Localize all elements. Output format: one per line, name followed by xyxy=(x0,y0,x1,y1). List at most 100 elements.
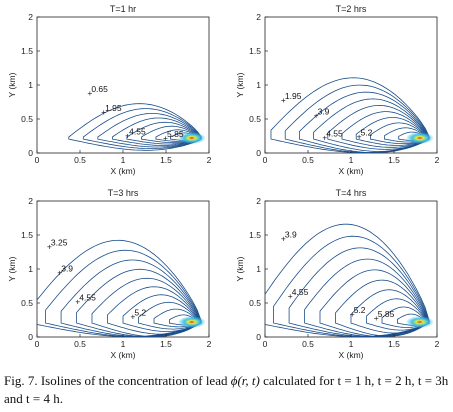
contour-label-marker: + xyxy=(57,267,62,277)
contour-label-marker: + xyxy=(374,313,379,323)
contour-label-marker: + xyxy=(314,111,319,121)
contour-label-marker: + xyxy=(125,130,130,140)
contour-label-marker: + xyxy=(87,88,92,98)
caption-symbol: ϕ(r, t) xyxy=(230,373,260,388)
contour-label-marker: + xyxy=(322,132,327,142)
y-tick-label: 0.5 xyxy=(249,298,261,308)
contour-label: 3.9 xyxy=(318,107,330,117)
contour-line xyxy=(327,104,428,150)
contour-label-marker: + xyxy=(357,132,362,142)
y-tick-label: 1 xyxy=(28,80,33,90)
contour-label: 1.95 xyxy=(105,103,122,113)
contour-line xyxy=(273,235,430,337)
contour-line xyxy=(82,108,201,149)
panel-title: T=3 hrs xyxy=(108,188,139,198)
source-hotspot xyxy=(177,132,206,145)
y-tick-label: 0.5 xyxy=(21,114,33,124)
contour-label: 3.9 xyxy=(285,229,297,239)
contour-label: 3.9 xyxy=(61,263,73,273)
contour-label: 3.25 xyxy=(51,238,68,248)
contour-label-marker: + xyxy=(130,312,135,322)
x-tick-label: 1 xyxy=(121,155,126,165)
x-tick-label: 0 xyxy=(263,339,268,349)
contour-label-marker: + xyxy=(288,291,293,301)
x-tick-label: 1.5 xyxy=(160,155,172,165)
contour-line xyxy=(284,84,430,153)
contour-label: 4.55 xyxy=(292,287,309,297)
x-tick-label: 0.5 xyxy=(74,339,86,349)
source-hotspot xyxy=(405,316,434,329)
x-tick-label: 1 xyxy=(349,155,354,165)
contour-label: 5.85 xyxy=(378,309,395,319)
contour-line xyxy=(76,268,201,337)
y-axis-label: Y (km) xyxy=(7,72,17,97)
y-tick-label: 1 xyxy=(256,264,261,274)
panel-title: T=1 hr xyxy=(110,4,136,14)
y-tick-label: 0 xyxy=(28,332,33,342)
contour-label-marker: + xyxy=(47,242,52,252)
panel-title: T=4 hrs xyxy=(336,188,367,198)
chart-panel-1: 0 0.5 1 1.5 2 0 0.5 1 1.5 2 T=1 hr X (km) Y (km) +0.6… xyxy=(7,4,212,176)
x-axis-label: X (km) xyxy=(338,166,363,176)
y-tick-label: 2 xyxy=(28,196,33,206)
contour-line xyxy=(122,294,199,332)
contour-line xyxy=(97,113,201,148)
contour-line xyxy=(299,91,429,153)
contour-line xyxy=(126,121,200,145)
x-tick-label: 1.5 xyxy=(388,155,400,165)
y-tick-label: 0 xyxy=(256,148,261,158)
contour-line xyxy=(68,103,202,151)
x-tick-label: 1 xyxy=(349,339,354,349)
y-tick-label: 0.5 xyxy=(249,114,261,124)
contour-line xyxy=(265,223,430,337)
x-axis-label: X (km) xyxy=(110,350,135,360)
x-tick-label: 0 xyxy=(35,339,40,349)
contour-line xyxy=(37,239,202,337)
contour-line xyxy=(91,277,200,337)
y-tick-label: 1.5 xyxy=(21,46,33,56)
x-tick-label: 0 xyxy=(35,155,40,165)
contour-label: 0.65 xyxy=(91,84,108,94)
contour-lines xyxy=(265,223,430,337)
contour-line xyxy=(355,117,427,146)
x-tick-label: 0.5 xyxy=(302,155,314,165)
y-tick-label: 2 xyxy=(256,196,261,206)
contour-label: 4.55 xyxy=(326,128,343,138)
contour-label: 1.95 xyxy=(285,91,302,101)
x-axis-label: X (km) xyxy=(338,350,363,360)
contour-label: 5.2 xyxy=(354,305,366,315)
y-tick-label: 2 xyxy=(28,12,33,22)
source-hotspot xyxy=(177,316,206,329)
contour-line xyxy=(60,259,201,337)
contour-label: 5.85 xyxy=(167,129,184,139)
contour-line xyxy=(370,122,426,144)
y-axis-label: Y (km) xyxy=(235,72,245,97)
caption-text-end: calculated for t = 1 h, t = 2 h, t = 3h … xyxy=(4,373,452,406)
y-tick-label: 1 xyxy=(28,264,33,274)
contour-label: 4.55 xyxy=(129,126,146,136)
contour-label-marker: + xyxy=(75,297,80,307)
source-hotspot xyxy=(405,132,434,145)
y-axis-label: Y (km) xyxy=(235,256,245,281)
caption-fig-label: Fig. 7. xyxy=(4,373,38,388)
contour-label-marker: + xyxy=(350,309,355,319)
y-tick-label: 0 xyxy=(256,332,261,342)
contour-line xyxy=(366,298,426,331)
contour-line xyxy=(138,301,198,330)
y-tick-label: 1.5 xyxy=(21,230,33,240)
panel-title: T=2 hrs xyxy=(336,4,367,14)
y-tick-label: 0.5 xyxy=(21,298,33,308)
x-tick-label: 0 xyxy=(263,155,268,165)
contour-label-marker: + xyxy=(281,233,286,243)
contour-line xyxy=(112,117,200,146)
contour-line xyxy=(341,111,428,148)
x-tick-label: 0.5 xyxy=(74,155,86,165)
caption-text-start: Isolines of the concentration of lead xyxy=(37,373,231,388)
contour-line xyxy=(270,77,430,153)
y-tick-label: 1 xyxy=(256,80,261,90)
y-tick-label: 1.5 xyxy=(249,230,261,240)
figure-canvas: 0 0.5 1 1.5 2 0 0.5 1 1.5 2 T=1 hr X (km) Y (km) +0.6… xyxy=(7,4,440,360)
contour-label-marker: + xyxy=(163,133,168,143)
x-tick-label: 1.5 xyxy=(160,339,172,349)
chart-panel-2: 0 0.5 1 1.5 2 0 0.5 1 1.5 2 T=2 hrs X (km) Y (km) + 1.… xyxy=(235,4,440,176)
